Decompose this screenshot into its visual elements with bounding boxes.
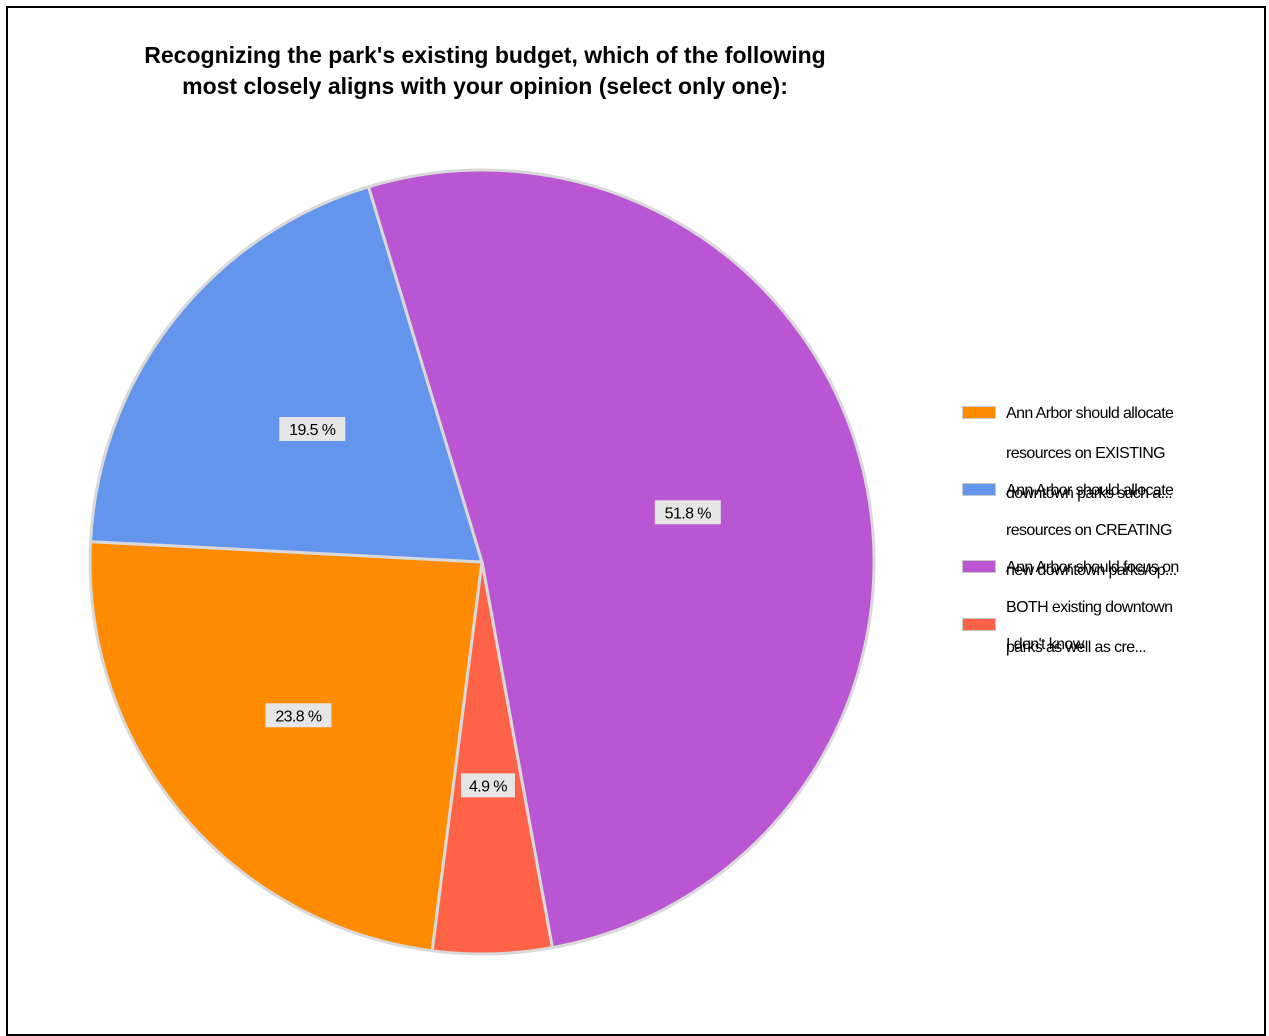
- legend-line: resources on EXISTING: [1006, 445, 1166, 462]
- data-label-creating: 19.5 %: [279, 417, 346, 442]
- chart-title-line-1: Recognizing the park's existing budget, …: [144, 42, 826, 68]
- pie-slice-creating: [89, 185, 484, 564]
- data-label-text: 4.9 %: [469, 778, 507, 795]
- legend-line: new downtown parks/op...: [1006, 562, 1177, 579]
- legend-line: Ann Arbor should focus on: [1006, 559, 1179, 576]
- legend-line: parks as well as cre...: [1006, 639, 1147, 656]
- data-label-background: [460, 773, 515, 798]
- data-label-dont-know: 4.9 %: [460, 773, 515, 798]
- legend-line: downtown parks such a...: [1006, 485, 1173, 502]
- data-label-background: [279, 417, 346, 442]
- data-label-text: 51.8 %: [665, 505, 712, 522]
- legend-swatch-dont-know: [962, 618, 996, 631]
- legend-label-existing: Ann Arbor should allocate resources on E…: [1006, 384, 1246, 524]
- legend-label-creating: Ann Arbor should allocate resources on C…: [1006, 461, 1246, 601]
- legend-line: I don't know: [1006, 636, 1084, 653]
- pie-slice-existing: [88, 540, 484, 953]
- legend-line: BOTH existing downtown: [1006, 599, 1173, 616]
- pie-data-labels: 23.8 % 19.5 % 51.8 % 4.9 %: [265, 417, 721, 798]
- data-label-existing: 23.8 %: [265, 703, 332, 728]
- pie-slices: [88, 168, 876, 956]
- data-label-text: 23.8 %: [275, 708, 322, 725]
- data-label-background: [265, 703, 332, 728]
- legend-label-dont-know: I don't know: [1006, 615, 1246, 675]
- legend-label-both: Ann Arbor should focus on BOTH existing …: [1006, 538, 1246, 678]
- legend-swatch-creating: [962, 483, 996, 496]
- chart-title-line-2: most closely aligns with your opinion (s…: [182, 73, 788, 99]
- legend-line: Ann Arbor should allocate: [1006, 405, 1174, 422]
- data-label-text: 19.5 %: [289, 422, 336, 439]
- legend-line: resources on CREATING: [1006, 522, 1172, 539]
- legend-swatch-existing: [962, 406, 996, 419]
- pie-slice-dont-know: [430, 560, 554, 956]
- legend-swatch-both: [962, 560, 996, 573]
- pie-slice-both: [367, 168, 876, 950]
- chart-title: Recognizing the park's existing budget, …: [60, 40, 910, 102]
- data-label-background: [654, 500, 721, 525]
- legend-line: Ann Arbor should allocate: [1006, 482, 1174, 499]
- data-label-both: 51.8 %: [654, 500, 721, 525]
